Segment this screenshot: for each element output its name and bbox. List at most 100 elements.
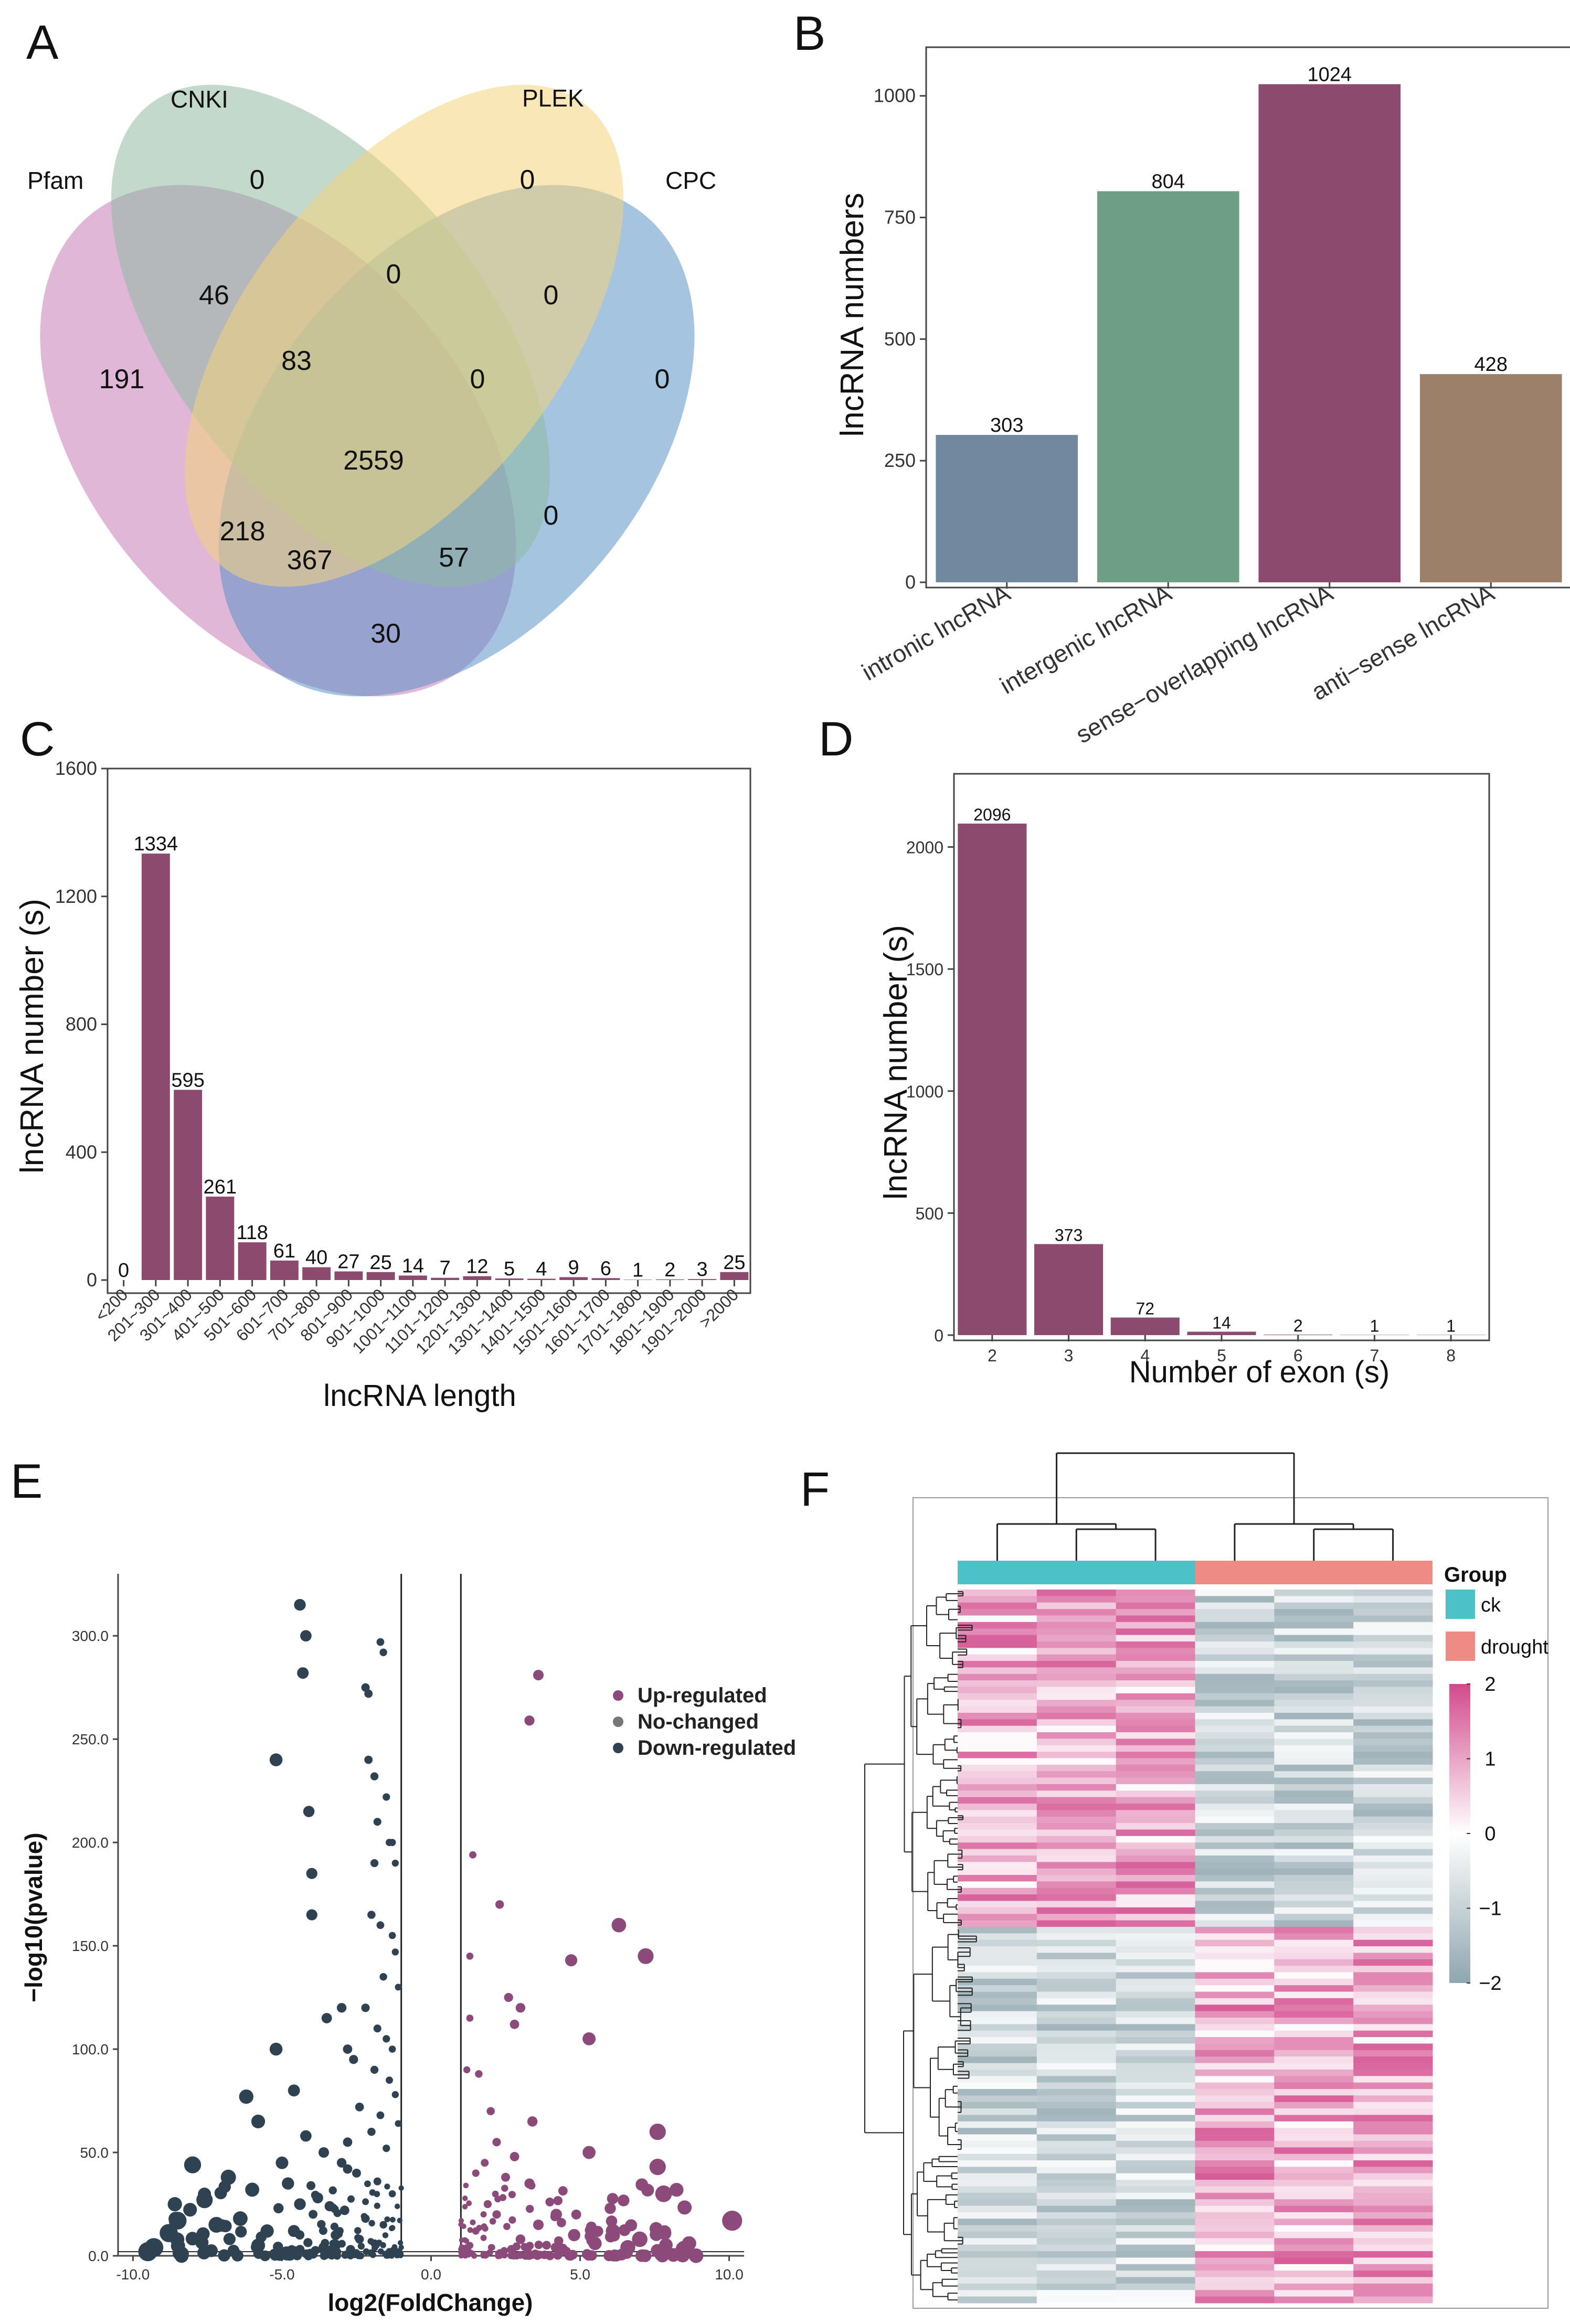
heatmap-cell <box>1195 2290 1275 2297</box>
heatmap-cell <box>958 1862 1037 1869</box>
up-regulated-point <box>607 2193 619 2204</box>
heatmap-cell <box>1195 2024 1275 2031</box>
heatmap-cell <box>1274 1804 1354 1810</box>
heatmap-cell <box>1116 1590 1195 1596</box>
heatmap-cell <box>1036 1991 1117 1999</box>
heatmap-cell <box>1195 2089 1275 2096</box>
up-regulated-point <box>466 2200 472 2206</box>
heatmap-cell <box>1195 1764 1275 1772</box>
heatmap-cell <box>1036 1920 1117 1927</box>
heatmap-cell <box>1036 2056 1117 2064</box>
up-regulated-point <box>475 2070 483 2078</box>
heatmap-cell <box>958 1790 1037 1798</box>
heatmap-cell <box>958 2037 1037 2044</box>
down-regulated-point <box>331 2205 339 2213</box>
heatmap-cell <box>1116 2030 1195 2038</box>
heatmap-cell <box>1353 2154 1433 2161</box>
heatmap-cell <box>1116 2134 1195 2141</box>
heatmap-cell <box>958 1868 1037 1875</box>
heatmap-cell <box>1116 1764 1195 1772</box>
down-regulated-point <box>300 2130 312 2142</box>
heatmap-cell <box>958 2244 1037 2252</box>
heatmap-cell <box>1274 1849 1354 1856</box>
heatmap-cell <box>1036 1661 1117 1668</box>
chart-b-bar <box>1097 191 1239 582</box>
chart-c-value-label: 25 <box>723 1252 745 1274</box>
down-regulated-point <box>387 2252 393 2258</box>
up-regulated-point <box>492 2138 501 2147</box>
down-regulated-point <box>318 2147 330 2158</box>
heatmap-cell <box>1353 2024 1433 2031</box>
chart-e-xtick-label: 5.0 <box>570 2266 590 2283</box>
chart-b-ylabel: lncRNA numbers <box>834 193 871 436</box>
heatmap-cell <box>1353 2134 1433 2141</box>
heatmap-cell <box>1353 1823 1433 1830</box>
heatmap-cell <box>1274 1855 1354 1862</box>
heatmap-cell <box>1116 1959 1195 1966</box>
up-regulated-point <box>677 2200 692 2215</box>
heatmap-cell <box>1195 1868 1275 1875</box>
heatmap-cell <box>1116 2056 1195 2064</box>
heatmap-cell <box>1353 1901 1433 1908</box>
heatmap-cell <box>1195 1641 1275 1648</box>
panel-letter-c: C <box>20 712 55 766</box>
heatmap-cell <box>1353 1661 1433 1668</box>
heatmap-cell <box>1116 1972 1195 1979</box>
heatmap-cell <box>1036 2030 1117 2038</box>
heatmap-cell <box>1274 2076 1354 2083</box>
heatmap-cell <box>1353 1602 1433 1609</box>
legend-marker-down <box>613 1743 623 1753</box>
up-regulated-point <box>525 2242 534 2250</box>
heatmap-cell <box>1274 2251 1354 2258</box>
heatmap-cell <box>1274 2147 1354 2155</box>
heatmap-cell <box>1274 1758 1354 1765</box>
heatmap-cell <box>1116 1661 1195 1668</box>
up-regulated-point <box>524 1715 535 1726</box>
down-regulated-point <box>330 2222 339 2231</box>
heatmap-cell <box>1274 2005 1354 2012</box>
up-regulated-point <box>533 2219 544 2230</box>
heatmap-cell <box>1353 2205 1433 2213</box>
heatmap-cell <box>958 2128 1037 2135</box>
heatmap-cell <box>1195 2037 1275 2044</box>
heatmap-cell <box>1195 2180 1275 2187</box>
heatmap-cell <box>958 2257 1037 2265</box>
heatmap-cell <box>958 2147 1037 2155</box>
heatmap-cell <box>1353 1667 1433 1675</box>
chart-b-xtick-label: intronic lncRNA <box>857 579 1015 686</box>
heatmap-cell <box>1195 1804 1275 1810</box>
heatmap-cell <box>958 1926 1037 1934</box>
heatmap-cell <box>1036 2219 1117 2226</box>
heatmap-cell <box>1116 2180 1195 2187</box>
heatmap-cell <box>958 1648 1037 1655</box>
heatmap-cell <box>958 1745 1037 1752</box>
down-regulated-point <box>374 2191 380 2198</box>
heatmap-cell <box>1353 1609 1433 1616</box>
heatmap-cell <box>1036 1959 1117 1966</box>
heatmap-cell <box>958 2154 1037 2161</box>
up-regulated-point <box>472 2169 480 2177</box>
heatmap-cell <box>958 1732 1037 1739</box>
heatmap-cell <box>1116 2115 1195 2122</box>
venn-set-label-pfam: Pfam <box>27 167 83 194</box>
chart-c-bar <box>720 1272 749 1280</box>
heatmap-cell <box>1274 2264 1354 2271</box>
heatmap-cell <box>1036 1602 1117 1609</box>
heatmap-cell <box>1274 2011 1354 2018</box>
down-regulated-point <box>170 2232 185 2247</box>
down-regulated-point <box>395 2253 401 2258</box>
heatmap-cell <box>1353 2225 1433 2232</box>
heatmap-cell <box>1036 2140 1117 2148</box>
chart-c-bar <box>527 1278 556 1280</box>
chart-e-ytick-label: 0.0 <box>88 2248 109 2264</box>
heatmap-scale-label: −2 <box>1479 1973 1501 1995</box>
chart-e-xtick-label: -10.0 <box>116 2266 150 2283</box>
heatmap-cell <box>1036 2063 1117 2070</box>
heatmap-cell <box>1274 1862 1354 1869</box>
heatmap-cell <box>958 1641 1037 1648</box>
heatmap-cell <box>1353 1712 1433 1720</box>
heatmap-cell <box>1195 1635 1275 1642</box>
heatmap-cell <box>1116 2167 1195 2174</box>
heatmap-cell <box>1274 1719 1354 1726</box>
heatmap-cell <box>1036 2134 1117 2141</box>
